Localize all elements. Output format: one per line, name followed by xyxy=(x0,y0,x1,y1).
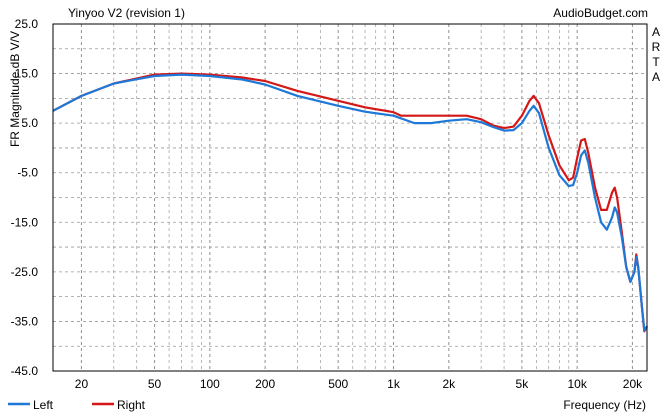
grid xyxy=(53,24,647,371)
y-tick-label: -45.0 xyxy=(11,364,39,378)
side-label-letter: R xyxy=(652,40,661,54)
plot-frame xyxy=(52,23,648,372)
y-tick-label: -15.0 xyxy=(11,215,39,229)
y-tick-label: -35.0 xyxy=(11,314,39,328)
x-axis-label: Frequency (Hz) xyxy=(563,398,646,412)
x-tick-label: 10k xyxy=(567,377,587,391)
y-tick-label: 5.0 xyxy=(21,116,38,130)
x-tick-label: 5k xyxy=(516,377,530,391)
x-tick-label: 2k xyxy=(442,377,456,391)
legend-label-right: Right xyxy=(117,398,146,412)
y-axis-label: FR Magnitude dB V/V xyxy=(8,31,22,147)
series-line-left xyxy=(52,73,648,332)
x-tick-label: 100 xyxy=(200,377,220,391)
y-tick-label: 15.0 xyxy=(15,67,39,81)
x-tick-label: 1k xyxy=(387,377,401,391)
x-tick-label: 50 xyxy=(148,377,162,391)
y-tick-label: -25.0 xyxy=(11,265,39,279)
side-label-letter: A xyxy=(652,25,660,39)
series-line-right xyxy=(52,72,648,333)
y-tick-label: -5.0 xyxy=(17,166,38,180)
x-tick-label: 500 xyxy=(328,377,348,391)
tick-labels: 25.0 15.0 5.0 -5.0 -15.0 -25.0 -35.0 -45.0 20 50 1… xyxy=(11,17,643,391)
source-label: AudioBudget.com xyxy=(553,6,648,20)
side-label-letter: A xyxy=(652,70,660,84)
x-tick-label: 20k xyxy=(623,377,643,391)
chart-title: Yinyoo V2 (revision 1) xyxy=(68,6,185,20)
legend: Left Right xyxy=(8,398,146,412)
x-tick-label: 200 xyxy=(255,377,275,391)
legend-label-left: Left xyxy=(33,398,54,412)
x-tick-label: 20 xyxy=(75,377,89,391)
y-tick-label: 25.0 xyxy=(15,17,39,31)
side-label-letter: T xyxy=(652,55,660,69)
plot-lines xyxy=(52,72,648,333)
